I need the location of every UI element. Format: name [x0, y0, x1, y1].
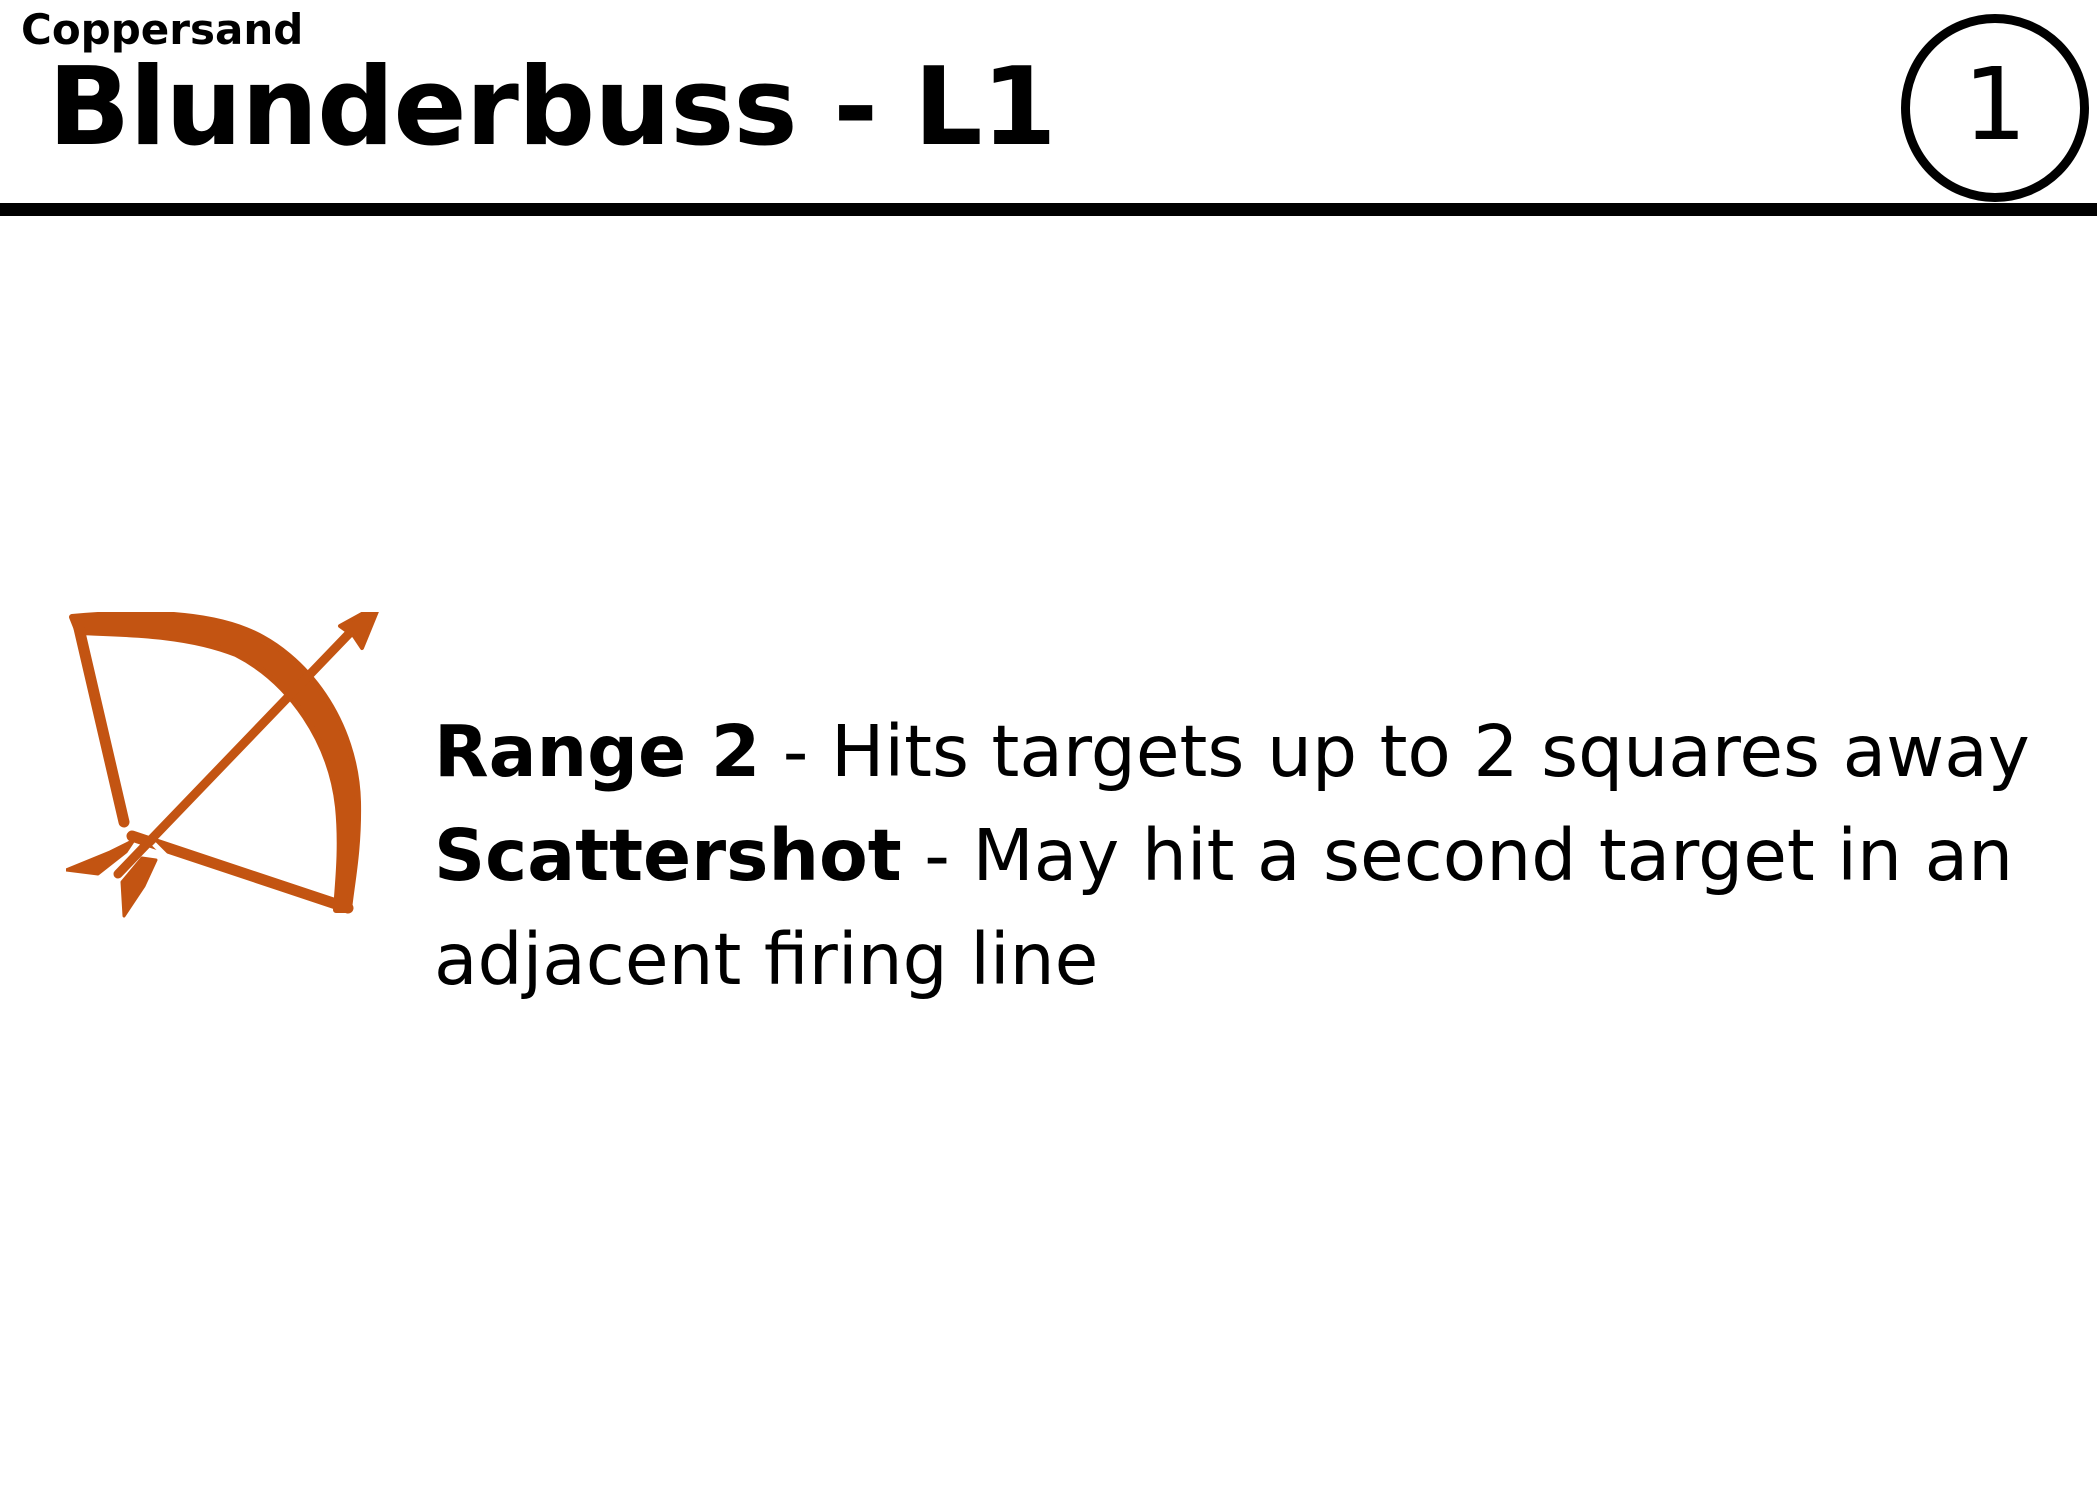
ability-separator: - [760, 710, 831, 793]
card-title: Blunderbuss - L1 [48, 45, 1057, 170]
ability-scattershot: Scattershot - May hit a second target in… [434, 804, 2074, 1012]
abilities-list: Range 2 - Hits targets up to 2 squares a… [434, 700, 2074, 1012]
ability-name: Range 2 [434, 710, 761, 793]
ability-name: Scattershot [434, 814, 902, 897]
ability-separator: - [901, 814, 973, 897]
level-badge: 1 [1901, 14, 2089, 202]
bow-and-arrow-icon [66, 612, 379, 918]
ability-description: May hit a second target in an adjacent f… [434, 814, 2014, 1001]
level-number: 1 [1963, 46, 2027, 163]
ability-description: Hits targets up to 2 squares away [831, 710, 2030, 793]
header-divider [0, 203, 2097, 216]
ability-range: Range 2 - Hits targets up to 2 squares a… [434, 700, 2074, 804]
card-subtitle: Coppersand [21, 5, 304, 54]
